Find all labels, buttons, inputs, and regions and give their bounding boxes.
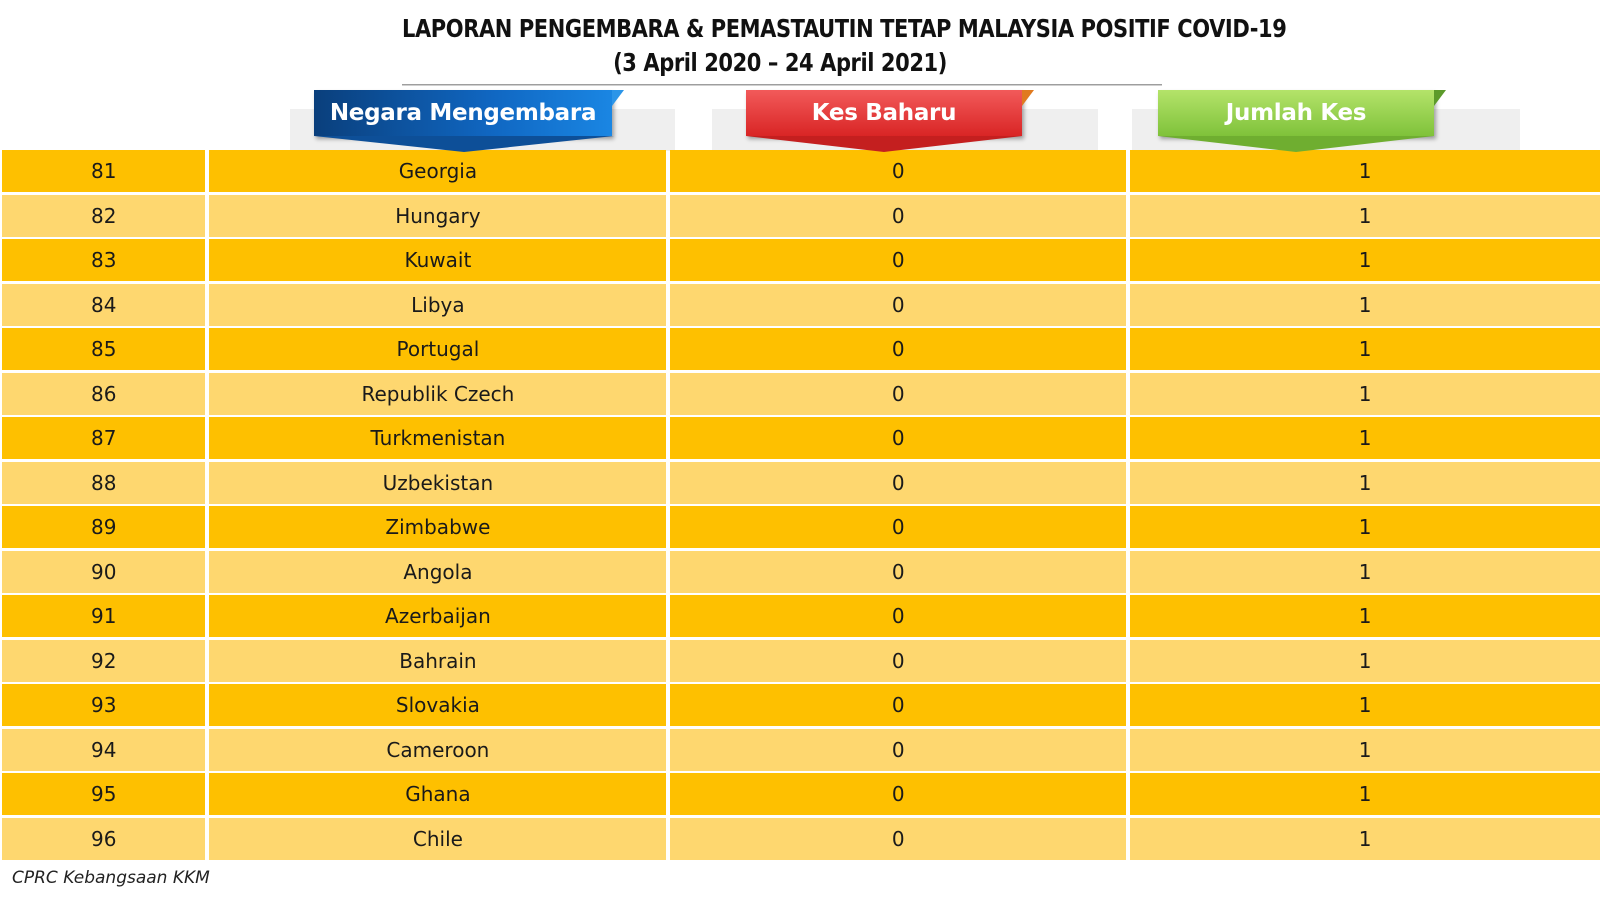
table-row: 83 Kuwait 0 1 xyxy=(0,239,1600,284)
total-cases-value: 1 xyxy=(1130,150,1600,192)
table-row: 84 Libya 0 1 xyxy=(0,283,1600,329)
total-cases-value: 1 xyxy=(1130,372,1600,415)
table-row: 82 Hungary 0 1 xyxy=(0,194,1600,240)
title-line-2: (3 April 2020 – 24 April 2021) xyxy=(613,48,947,77)
new-cases-value: 0 xyxy=(670,817,1127,860)
ribbon-fold-shape xyxy=(612,90,624,106)
table-row: 94 Cameroon 0 1 xyxy=(0,728,1600,774)
new-cases-value: 0 xyxy=(670,684,1127,726)
table-row: 90 Angola 0 1 xyxy=(0,550,1600,596)
table-row: 85 Portugal 0 1 xyxy=(0,328,1600,373)
country-name: Bahrain xyxy=(209,639,667,682)
row-number: 87 xyxy=(2,417,206,459)
table-row: 88 Uzbekistan 0 1 xyxy=(0,461,1600,507)
new-cases-value: 0 xyxy=(670,239,1127,281)
row-number: 85 xyxy=(2,328,206,370)
row-number: 96 xyxy=(2,817,206,860)
country-name: Hungary xyxy=(209,194,667,237)
ribbon-fold-shape xyxy=(1022,90,1034,106)
new-cases-value: 0 xyxy=(670,728,1127,771)
row-number: 90 xyxy=(2,550,206,593)
row-number: 84 xyxy=(2,283,206,326)
total-cases-value: 1 xyxy=(1130,728,1600,771)
title-divider xyxy=(402,84,1162,86)
table-row: 86 Republik Czech 0 1 xyxy=(0,372,1600,418)
header-country-label: Negara Mengembara xyxy=(329,100,597,126)
country-name: Cameroon xyxy=(209,728,667,771)
total-cases-value: 1 xyxy=(1130,550,1600,593)
new-cases-value: 0 xyxy=(670,773,1127,815)
row-number: 89 xyxy=(2,506,206,548)
total-cases-value: 1 xyxy=(1130,639,1600,682)
new-cases-value: 0 xyxy=(670,328,1127,370)
country-name: Ghana xyxy=(209,773,667,815)
new-cases-value: 0 xyxy=(670,372,1127,415)
total-cases-value: 1 xyxy=(1130,506,1600,548)
header-new-cases-ribbon: Kes Baharu xyxy=(746,90,1034,152)
row-number: 81 xyxy=(2,150,206,192)
title-line-1: LAPORAN PENGEMBARA & PEMASTAUTIN TETAP M… xyxy=(402,14,1287,43)
table-row: 89 Zimbabwe 0 1 xyxy=(0,506,1600,551)
total-cases-value: 1 xyxy=(1130,817,1600,860)
total-cases-value: 1 xyxy=(1130,239,1600,281)
total-cases-value: 1 xyxy=(1130,684,1600,726)
table-row: 93 Slovakia 0 1 xyxy=(0,684,1600,729)
row-number: 94 xyxy=(2,728,206,771)
ribbon-fold-shape xyxy=(1434,90,1446,106)
country-name: Azerbaijan xyxy=(209,595,667,637)
total-cases-value: 1 xyxy=(1130,773,1600,815)
row-number: 82 xyxy=(2,194,206,237)
row-number: 86 xyxy=(2,372,206,415)
table-row: 81 Georgia 0 1 xyxy=(0,150,1600,195)
table-row: 95 Ghana 0 1 xyxy=(0,773,1600,818)
source-footer: CPRC Kebangsaan KKM xyxy=(12,868,210,888)
table-row: 91 Azerbaijan 0 1 xyxy=(0,595,1600,640)
total-cases-value: 1 xyxy=(1130,328,1600,370)
report-title: LAPORAN PENGEMBARA & PEMASTAUTIN TETAP M… xyxy=(330,12,1287,80)
new-cases-value: 0 xyxy=(670,461,1127,504)
total-cases-value: 1 xyxy=(1130,595,1600,637)
header-country-ribbon: Negara Mengembara xyxy=(314,90,624,152)
row-number: 95 xyxy=(2,773,206,815)
country-name: Zimbabwe xyxy=(209,506,667,548)
country-name: Kuwait xyxy=(209,239,667,281)
row-number: 92 xyxy=(2,639,206,682)
row-number: 91 xyxy=(2,595,206,637)
row-number: 93 xyxy=(2,684,206,726)
new-cases-value: 0 xyxy=(670,506,1127,548)
header-new-cases-label: Kes Baharu xyxy=(811,100,957,126)
country-name: Georgia xyxy=(209,150,667,192)
country-name: Turkmenistan xyxy=(209,417,667,459)
row-number: 83 xyxy=(2,239,206,281)
total-cases-value: 1 xyxy=(1130,417,1600,459)
country-name: Chile xyxy=(209,817,667,860)
new-cases-value: 0 xyxy=(670,194,1127,237)
new-cases-value: 0 xyxy=(670,150,1127,192)
country-cases-table: 81 Georgia 0 1 82 Hungary 0 1 83 Kuwait 0 1 84 Libya 0… xyxy=(0,150,1600,862)
header-total-cases-ribbon: Jumlah Kes xyxy=(1158,90,1446,152)
new-cases-value: 0 xyxy=(670,550,1127,593)
table-row: 92 Bahrain 0 1 xyxy=(0,639,1600,685)
total-cases-value: 1 xyxy=(1130,283,1600,326)
table-row: 87 Turkmenistan 0 1 xyxy=(0,417,1600,462)
table-row: 96 Chile 0 1 xyxy=(0,817,1600,863)
header-total-cases-label: Jumlah Kes xyxy=(1225,100,1367,126)
new-cases-value: 0 xyxy=(670,417,1127,459)
country-name: Libya xyxy=(209,283,667,326)
new-cases-value: 0 xyxy=(670,595,1127,637)
total-cases-value: 1 xyxy=(1130,461,1600,504)
row-number: 88 xyxy=(2,461,206,504)
total-cases-value: 1 xyxy=(1130,194,1600,237)
new-cases-value: 0 xyxy=(670,283,1127,326)
country-name: Angola xyxy=(209,550,667,593)
country-name: Portugal xyxy=(209,328,667,370)
country-name: Republik Czech xyxy=(209,372,667,415)
country-name: Uzbekistan xyxy=(209,461,667,504)
new-cases-value: 0 xyxy=(670,639,1127,682)
country-name: Slovakia xyxy=(209,684,667,726)
